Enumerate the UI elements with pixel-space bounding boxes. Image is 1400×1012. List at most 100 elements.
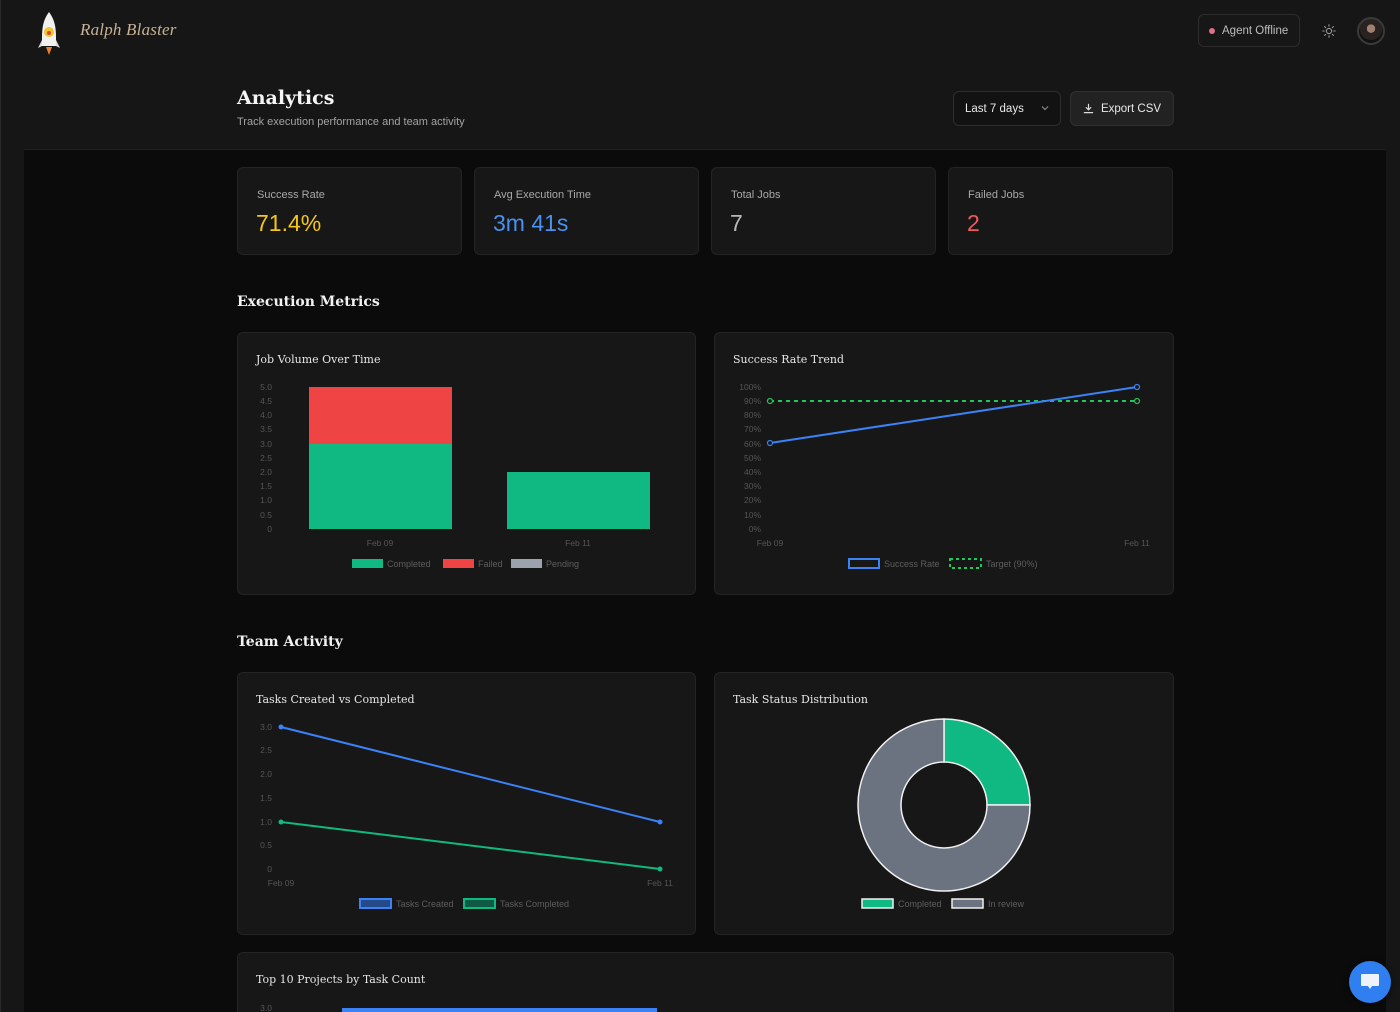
stat-value: 3m 41s	[493, 210, 569, 236]
chart-success-rate-trend: 100% 90% 80% 70% 60% 50% 40% 30% 20% 10%…	[714, 332, 1174, 595]
chat-support-button[interactable]	[1349, 961, 1391, 1003]
svg-text:30%: 30%	[744, 481, 761, 491]
svg-text:Failed: Failed	[478, 559, 503, 569]
svg-text:Pending: Pending	[546, 559, 579, 569]
rocket-logo-icon[interactable]	[36, 10, 62, 56]
svg-text:5.0: 5.0	[260, 382, 272, 392]
page-subtitle: Track execution performance and team act…	[237, 116, 465, 128]
chart-title: Job Volume Over Time	[256, 353, 381, 366]
svg-text:Feb 11: Feb 11	[647, 878, 673, 888]
stat-value: 2	[967, 210, 980, 236]
x-axis: Feb 09 Feb 11	[367, 538, 591, 548]
chart-legend[interactable]: Completed In review	[861, 898, 1025, 909]
chevron-down-icon	[1041, 106, 1049, 111]
bar-feb09-completed[interactable]	[309, 444, 452, 529]
svg-text:Success Rate: Success Rate	[884, 559, 940, 569]
svg-text:Feb 11: Feb 11	[1124, 538, 1150, 548]
tasks-completed-line	[280, 821, 661, 870]
svg-text:1.5: 1.5	[260, 793, 272, 803]
svg-text:40%: 40%	[744, 467, 761, 477]
line-chart: 3.0 2.5 2.0 1.5 1.0 0.5 0 Feb 09 Feb 11 …	[260, 722, 673, 909]
bar-chart: 3.0	[260, 1003, 657, 1012]
sun-icon	[1322, 24, 1336, 38]
svg-text:0.5: 0.5	[260, 840, 272, 850]
svg-text:4.5: 4.5	[260, 396, 272, 406]
date-range-select[interactable]: Last 7 days	[953, 91, 1061, 126]
bar-chart: 5.0 4.5 4.0 3.5 3.0 2.5 2.0 1.5 1.0 0.5 …	[260, 382, 650, 569]
svg-text:60%: 60%	[744, 439, 761, 449]
chart-legend[interactable]: Tasks Created Tasks Completed	[359, 898, 569, 909]
download-icon	[1083, 103, 1094, 114]
svg-text:50%: 50%	[744, 453, 761, 463]
y-axis: 3.0 2.5 2.0 1.5 1.0 0.5 0	[260, 722, 272, 874]
status-dot-icon	[1209, 27, 1215, 34]
svg-text:70%: 70%	[744, 424, 761, 434]
y-axis: 100% 90% 80% 70% 60% 50% 40% 30% 20% 10%…	[739, 382, 761, 534]
chart-title: Tasks Created vs Completed	[256, 693, 415, 706]
slice-in-review[interactable]	[857, 718, 1031, 892]
bar-project-1[interactable]	[342, 1008, 657, 1012]
chart-legend[interactable]: Success Rate Target (90%)	[848, 558, 1038, 569]
svg-text:Completed: Completed	[387, 559, 431, 569]
svg-text:0.5: 0.5	[260, 510, 272, 520]
chart-legend[interactable]: Completed Failed Pending	[352, 559, 579, 569]
y-axis: 5.0 4.5 4.0 3.5 3.0 2.5 2.0 1.5 1.0 0.5 …	[260, 382, 272, 534]
bar-feb11-completed[interactable]	[507, 472, 650, 529]
svg-text:90%: 90%	[744, 396, 761, 406]
date-range-value: Last 7 days	[965, 102, 1024, 115]
chat-bubble-icon	[1361, 974, 1379, 989]
chart-title: Task Status Distribution	[733, 693, 868, 706]
success-rate-line	[769, 386, 1138, 444]
svg-text:0%: 0%	[749, 524, 762, 534]
agent-status-badge[interactable]: Agent Offline	[1198, 14, 1300, 47]
svg-text:20%: 20%	[744, 495, 761, 505]
stat-label: Success Rate	[257, 189, 325, 201]
user-avatar[interactable]	[1357, 17, 1385, 45]
svg-text:Feb 11: Feb 11	[565, 538, 591, 548]
tasks-created-line	[280, 726, 661, 823]
chart-title: Success Rate Trend	[733, 353, 844, 366]
bar-feb09-failed[interactable]	[309, 387, 452, 444]
chart-top-projects: 3.0 Top 10 Projects by Task Count	[237, 952, 1174, 1012]
svg-text:2.5: 2.5	[260, 745, 272, 755]
chart-job-volume: 5.0 4.5 4.0 3.5 3.0 2.5 2.0 1.5 1.0 0.5 …	[237, 332, 696, 595]
svg-text:3.0: 3.0	[260, 1003, 272, 1012]
svg-text:3.0: 3.0	[260, 722, 272, 732]
svg-text:Feb 09: Feb 09	[367, 538, 394, 548]
content-area	[24, 149, 1386, 1012]
section-title-team-activity: Team Activity	[237, 634, 343, 650]
stat-card-success-rate: Success Rate 71.4%	[237, 167, 462, 255]
stat-label: Failed Jobs	[968, 189, 1025, 201]
line-chart: 100% 90% 80% 70% 60% 50% 40% 30% 20% 10%…	[739, 382, 1150, 569]
svg-text:1.0: 1.0	[260, 495, 272, 505]
section-title-execution-metrics: Execution Metrics	[237, 294, 380, 310]
export-csv-label: Export CSV	[1100, 102, 1162, 115]
svg-text:Completed: Completed	[898, 899, 942, 909]
svg-text:Tasks Created: Tasks Created	[396, 899, 454, 909]
svg-text:3.0: 3.0	[260, 439, 272, 449]
donut-chart: Completed In review	[857, 718, 1031, 909]
svg-text:100%: 100%	[739, 382, 761, 392]
svg-text:0: 0	[267, 524, 272, 534]
svg-text:2.0: 2.0	[260, 467, 272, 477]
chart-title: Top 10 Projects by Task Count	[256, 973, 426, 986]
svg-text:80%: 80%	[744, 410, 761, 420]
x-axis: Feb 09 Feb 11	[757, 538, 1150, 548]
stat-label: Avg Execution Time	[494, 189, 592, 201]
chart-task-status-distribution: Completed In review Task Status Distribu…	[714, 672, 1174, 935]
theme-toggle-button[interactable]	[1318, 20, 1340, 42]
export-csv-button[interactable]: Export CSV	[1070, 91, 1174, 126]
svg-text:In review: In review	[988, 899, 1025, 909]
svg-text:4.0: 4.0	[260, 410, 272, 420]
x-axis: Feb 09 Feb 11	[268, 878, 673, 888]
agent-status-label: Agent Offline	[1222, 24, 1289, 37]
svg-text:3.5: 3.5	[260, 424, 272, 434]
svg-text:1.0: 1.0	[260, 817, 272, 827]
brand-name[interactable]: Ralph Blaster	[80, 20, 177, 39]
svg-text:10%: 10%	[744, 510, 761, 520]
slice-completed[interactable]	[943, 718, 1031, 806]
window-edge	[0, 0, 1, 1012]
svg-text:2.0: 2.0	[260, 769, 272, 779]
page-title: Analytics	[237, 87, 335, 109]
svg-text:Tasks Completed: Tasks Completed	[500, 899, 569, 909]
